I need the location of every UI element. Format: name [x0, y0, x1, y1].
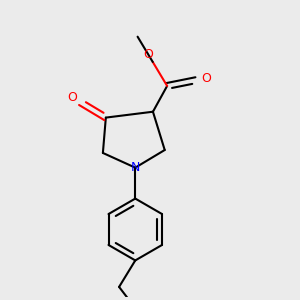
- Text: O: O: [67, 91, 77, 104]
- Text: O: O: [143, 48, 153, 61]
- Text: N: N: [130, 161, 140, 174]
- Text: O: O: [201, 72, 211, 85]
